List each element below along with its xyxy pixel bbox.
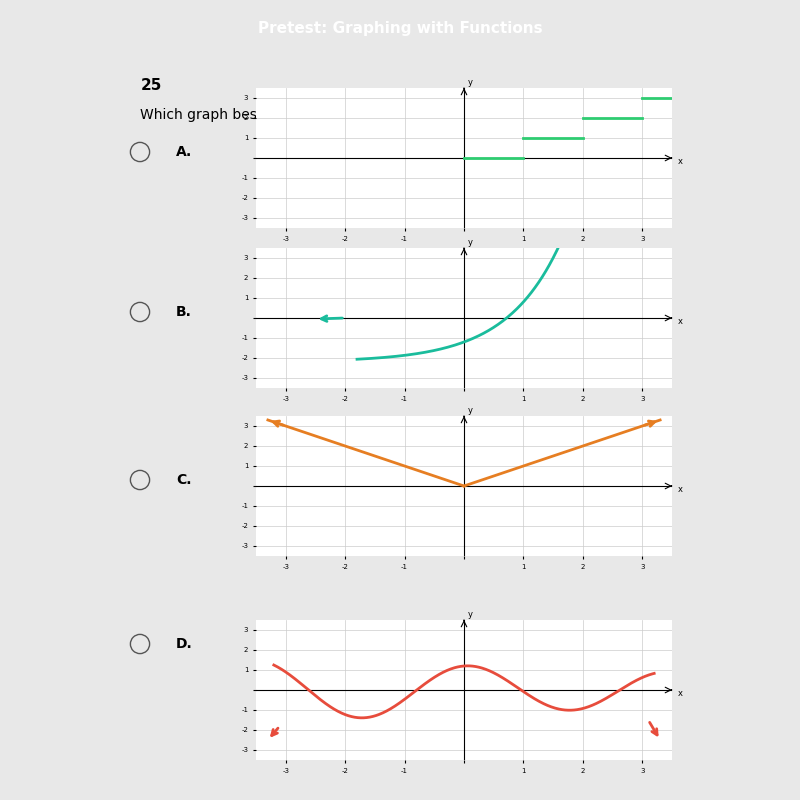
Text: x: x bbox=[678, 485, 683, 494]
Text: B.: B. bbox=[176, 305, 192, 319]
Text: y: y bbox=[467, 610, 473, 619]
Text: C.: C. bbox=[176, 473, 191, 487]
Text: D.: D. bbox=[176, 637, 193, 651]
Text: A.: A. bbox=[176, 145, 192, 159]
Text: y: y bbox=[467, 238, 473, 247]
Text: 25: 25 bbox=[141, 78, 162, 94]
Text: x: x bbox=[678, 689, 683, 698]
Text: x: x bbox=[678, 157, 683, 166]
Text: Pretest: Graphing with Functions: Pretest: Graphing with Functions bbox=[258, 21, 542, 35]
Text: y: y bbox=[467, 78, 473, 87]
Text: x: x bbox=[678, 317, 683, 326]
Text: y: y bbox=[467, 406, 473, 415]
Text: Which graph best represents an exponential function?: Which graph best represents an exponenti… bbox=[141, 108, 518, 122]
